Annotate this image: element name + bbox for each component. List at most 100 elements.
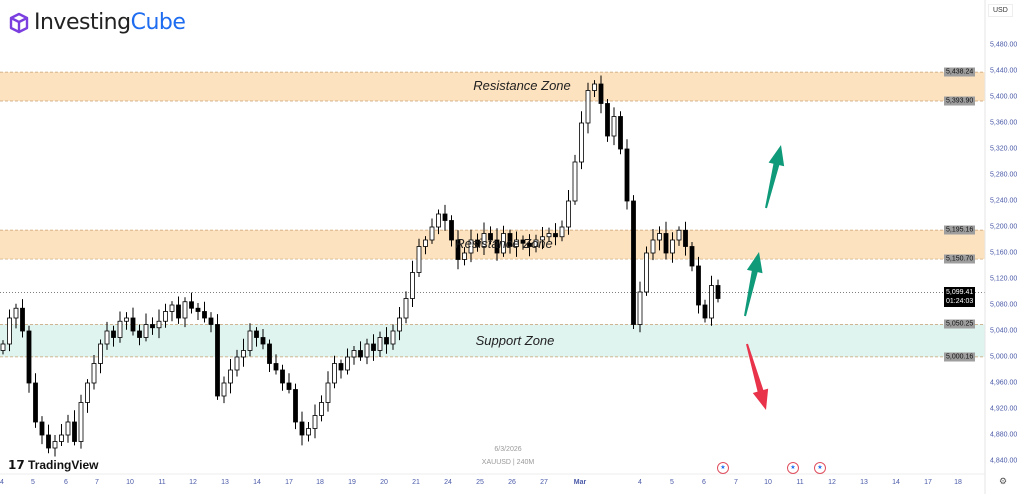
time-axis-label: 7 — [95, 479, 99, 486]
candle — [273, 363, 279, 371]
candle — [410, 272, 415, 299]
candle — [280, 369, 285, 384]
arrow-down-icon — [746, 343, 769, 410]
candle — [468, 239, 474, 254]
time-axis-label: 21 — [412, 479, 420, 486]
settings-gear-icon[interactable]: ⚙ — [999, 476, 1008, 486]
candle — [254, 330, 259, 338]
time-axis-label: 4 — [0, 479, 4, 486]
candle — [533, 239, 539, 247]
candle — [104, 330, 110, 345]
time-axis-label: 25 — [476, 479, 484, 486]
tradingview-icon: 𝟭𝟳 — [8, 458, 29, 472]
time-axis-label: 5 — [670, 479, 674, 486]
candle — [338, 363, 344, 371]
arrow-up-icon — [765, 145, 785, 209]
zone-band — [0, 324, 985, 357]
candle — [358, 350, 363, 358]
candle — [585, 90, 591, 124]
candle — [72, 421, 77, 442]
price-axis-label: 5,440.00 — [990, 67, 1018, 75]
arrow-up-icon — [744, 252, 763, 317]
currency-select[interactable]: USD — [988, 4, 1013, 17]
candle — [234, 356, 240, 371]
zone-band — [0, 72, 985, 101]
candle — [39, 421, 45, 436]
candle — [546, 233, 552, 238]
candle — [189, 301, 194, 309]
candle — [397, 317, 402, 332]
price-axis-label: 4,960.00 — [990, 379, 1018, 387]
logo-text-investing: Investing — [34, 10, 131, 35]
time-axis-label: 14 — [253, 479, 261, 486]
current-price-label: 5,099.41 01:24:03 — [944, 287, 976, 307]
candle — [384, 337, 389, 345]
candle — [371, 343, 376, 351]
candle — [195, 307, 201, 312]
candle — [182, 301, 188, 319]
price-axis-label: 5,280.00 — [990, 171, 1018, 179]
candle — [390, 330, 396, 345]
candle — [176, 304, 181, 319]
price-axis-label: 5,480.00 — [990, 41, 1018, 49]
time-axis-label: 18 — [316, 479, 324, 486]
candle — [33, 382, 38, 423]
price-axis-label: 5,000.00 — [990, 353, 1018, 361]
time-axis-label: 12 — [828, 479, 836, 486]
candle — [520, 239, 526, 244]
zone-price-label: 5,150.70 — [944, 254, 976, 264]
candle — [631, 200, 636, 325]
candle — [286, 382, 292, 390]
candle — [403, 298, 409, 319]
candle — [208, 317, 214, 325]
price-axis-label: 4,840.00 — [990, 457, 1018, 465]
time-axis-label: 6 — [702, 479, 706, 486]
time-axis-label: 5 — [31, 479, 35, 486]
time-axis-label: 11 — [796, 479, 804, 486]
candle — [0, 343, 6, 351]
tradingview-text: TradingView — [28, 458, 99, 472]
candle — [98, 343, 103, 364]
candle — [676, 229, 682, 241]
candle — [429, 226, 435, 241]
candle — [559, 226, 565, 238]
us-flag-icon[interactable]: ★ — [814, 462, 826, 474]
zone-label-resistance-middle: Resistance Zone — [455, 236, 553, 251]
us-flag-icon[interactable]: ★ — [717, 462, 729, 474]
us-flag-icon[interactable]: ★ — [787, 462, 799, 474]
price-axis-label: 5,160.00 — [990, 249, 1018, 257]
tradingview-logo: 𝟭𝟳 TradingView — [8, 458, 99, 472]
time-axis-label: 12 — [189, 479, 197, 486]
candle — [319, 402, 324, 416]
candle — [46, 434, 51, 449]
candle — [13, 307, 19, 319]
candle — [494, 239, 500, 254]
bar-countdown: 01:24:03 — [946, 298, 974, 305]
price-axis-label: 5,200.00 — [990, 223, 1018, 231]
candle — [150, 324, 155, 329]
candle — [364, 343, 370, 358]
candle — [260, 337, 266, 345]
price-axis-label: 4,880.00 — [990, 431, 1018, 439]
candle — [644, 252, 649, 293]
zone-price-label: 5,000.16 — [944, 352, 976, 362]
candle — [312, 415, 318, 429]
candle — [670, 239, 675, 254]
candle — [709, 285, 714, 319]
candle — [488, 233, 493, 241]
candle — [462, 252, 467, 260]
candle — [423, 239, 428, 247]
candle — [436, 213, 441, 228]
time-axis-label: 26 — [508, 479, 516, 486]
watermark-date: 6/3/2026 — [494, 446, 522, 453]
candle — [228, 369, 233, 384]
candle — [416, 246, 422, 273]
time-axis-label: 7 — [734, 479, 738, 486]
candle — [143, 324, 149, 338]
logo-text-cube: Cube — [130, 10, 186, 35]
candle — [65, 421, 71, 436]
candle — [598, 83, 604, 104]
candle — [247, 330, 253, 351]
zone-price-label: 5,195.16 — [944, 225, 976, 235]
